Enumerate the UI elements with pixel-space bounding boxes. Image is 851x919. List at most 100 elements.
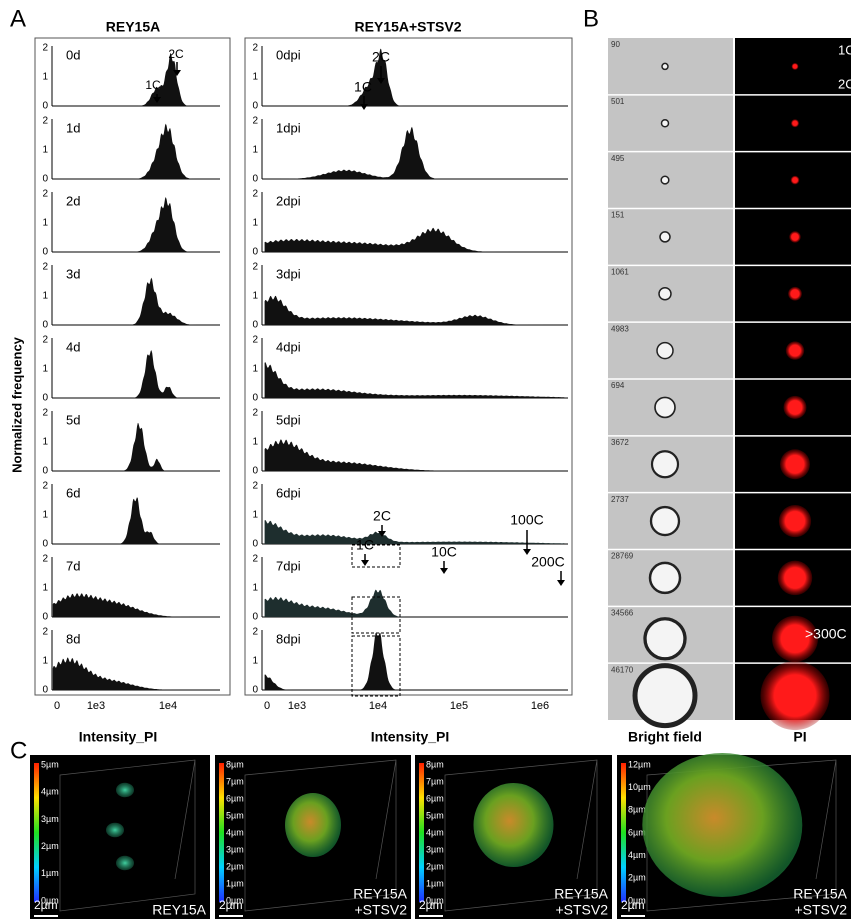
histogram xyxy=(53,593,211,617)
row-label: 0dpi xyxy=(276,47,301,62)
caption: REY15A xyxy=(793,886,847,902)
scale-label: 6µm xyxy=(426,793,444,803)
row-label: 2d xyxy=(66,193,80,208)
pi-cell xyxy=(792,63,799,70)
y-tick-label: 2 xyxy=(42,335,48,346)
arrow-head xyxy=(523,549,531,555)
label: 1C xyxy=(838,42,851,57)
cell-id: 694 xyxy=(611,381,625,390)
header: Bright field xyxy=(628,729,702,745)
histogram xyxy=(53,350,211,398)
x-tick-label: 1e4 xyxy=(369,700,387,712)
scale-label: 2µm xyxy=(226,861,244,871)
row-label: 6dpi xyxy=(276,485,301,500)
color-bar xyxy=(621,763,626,902)
bright-field-cell xyxy=(652,451,678,477)
cell xyxy=(285,793,341,857)
cell xyxy=(474,783,554,867)
label: 10C xyxy=(431,544,457,560)
y-tick-label: 0 xyxy=(252,320,258,331)
pi-cell xyxy=(780,449,810,479)
label: 1C xyxy=(145,78,161,92)
row-label: 7d xyxy=(66,558,80,573)
y-tick-label: 1 xyxy=(42,364,48,375)
header: PI xyxy=(793,729,806,745)
y-tick-label: 1 xyxy=(252,510,258,521)
label: >300C xyxy=(805,626,847,642)
scale-label: 5µm xyxy=(41,759,59,769)
bright-field-cell xyxy=(660,232,670,242)
scale-label: 3µm xyxy=(41,814,59,824)
y-tick-label: 1 xyxy=(252,291,258,302)
y-tick-label: 1 xyxy=(252,218,258,229)
scale-label: 2µm xyxy=(628,873,646,883)
arrow-head xyxy=(360,104,368,110)
bright-field-cell xyxy=(650,563,680,593)
pi-cell xyxy=(778,561,813,596)
caption: REY15A xyxy=(152,902,206,918)
bright-field-cell xyxy=(662,63,668,69)
histogram xyxy=(265,590,565,617)
row-label: 0d xyxy=(66,47,80,62)
scale-label: 4µm xyxy=(226,827,244,837)
y-tick-label: 0 xyxy=(252,466,258,477)
y-tick-label: 1 xyxy=(252,145,258,156)
bright-field-cell xyxy=(651,507,679,535)
row-label: 8d xyxy=(66,631,80,646)
y-tick-label: 1 xyxy=(42,72,48,83)
color-bar xyxy=(34,763,39,902)
cell-id: 2737 xyxy=(611,495,629,504)
y-tick-label: 2 xyxy=(42,189,48,200)
caption: REY15A xyxy=(353,886,407,902)
y-tick-label: 0 xyxy=(42,101,48,112)
y-tick-label: 0 xyxy=(42,247,48,258)
color-bar xyxy=(219,763,224,902)
histogram xyxy=(53,423,211,471)
y-tick-label: 0 xyxy=(42,466,48,477)
scale-bar-label: 2µm xyxy=(219,898,243,912)
y-tick-label: 1 xyxy=(252,72,258,83)
cell-id: 34566 xyxy=(611,608,634,617)
cell-id: 90 xyxy=(611,40,620,49)
row-label: 7dpi xyxy=(276,558,301,573)
title: REY15A xyxy=(106,19,160,35)
scale-label: 5µm xyxy=(426,810,444,820)
arrow-head xyxy=(440,568,448,574)
label: 100C xyxy=(510,512,543,528)
title: REY15A+STSV2 xyxy=(355,19,462,35)
label: 2C xyxy=(373,508,391,524)
y-tick-label: 0 xyxy=(252,539,258,550)
panel-a-left-box xyxy=(35,38,230,695)
y-tick-label: 2 xyxy=(252,262,258,273)
scale-label: 1µm xyxy=(226,878,244,888)
title: Intensity_PI xyxy=(371,729,450,745)
scale-label: 8µm xyxy=(426,759,444,769)
row-label: 1dpi xyxy=(276,120,301,135)
y-tick-label: 2 xyxy=(252,335,258,346)
histogram xyxy=(265,439,565,471)
scale-label: 5µm xyxy=(226,810,244,820)
x-tick-label: 0 xyxy=(264,700,270,712)
y-tick-label: 0 xyxy=(42,174,48,185)
y-tick-label: 0 xyxy=(42,612,48,623)
y-tick-label: 1 xyxy=(42,218,48,229)
y-tick-label: 1 xyxy=(42,145,48,156)
row-label: 6d xyxy=(66,485,80,500)
bright-field-cell xyxy=(655,397,675,417)
histogram xyxy=(265,127,565,179)
y-tick-label: 1 xyxy=(42,656,48,667)
x-tick-label: 1e3 xyxy=(288,700,306,712)
histogram xyxy=(53,657,211,690)
scale-label: 3µm xyxy=(226,844,244,854)
histogram xyxy=(265,228,565,252)
pi-cell xyxy=(791,176,800,185)
y-tick-label: 0 xyxy=(252,612,258,623)
row-label: 5d xyxy=(66,412,80,427)
bright-field-cell xyxy=(661,176,669,184)
pi-cell xyxy=(761,661,830,730)
y-tick-label: 0 xyxy=(252,685,258,696)
scale-label: 6µm xyxy=(226,793,244,803)
y-tick-label: 2 xyxy=(252,627,258,638)
label: C xyxy=(10,737,27,764)
y-tick-label: 1 xyxy=(42,583,48,594)
